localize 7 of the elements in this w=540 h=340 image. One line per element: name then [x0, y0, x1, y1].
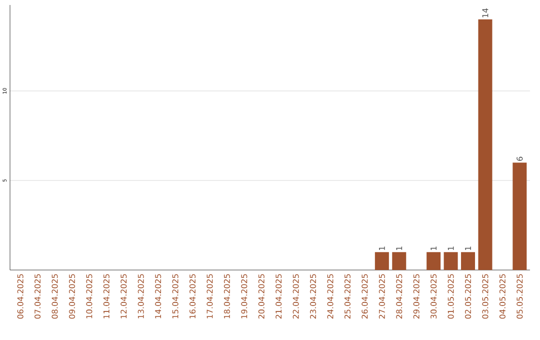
- bar: [444, 252, 458, 270]
- bar: [392, 252, 406, 270]
- bar: [461, 252, 476, 270]
- bar: [478, 19, 492, 270]
- bar: [374, 252, 389, 270]
- bar: [512, 162, 527, 270]
- bar: [426, 252, 441, 270]
